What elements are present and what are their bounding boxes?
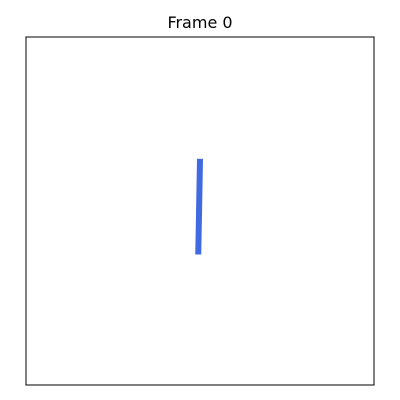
series-layer	[195, 158, 203, 255]
series-line-0	[195, 158, 203, 255]
chart-title: Frame 0	[167, 13, 232, 32]
